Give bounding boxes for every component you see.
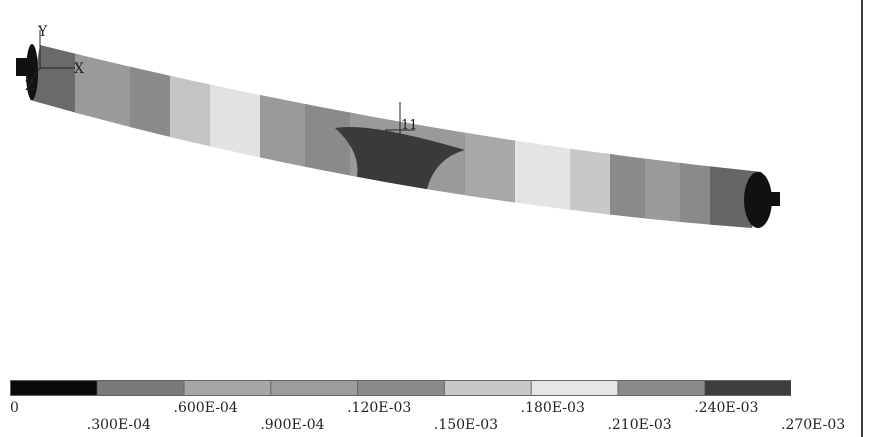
legend-label: .270E-03: [781, 417, 845, 433]
legend-swatch: [618, 381, 704, 395]
legend-label: .240E-03: [694, 400, 758, 416]
legend-swatch: [11, 381, 97, 395]
beam-end: [744, 172, 772, 228]
legend-swatch: [98, 381, 184, 395]
node-label: 11: [401, 118, 418, 133]
legend-swatch: [185, 381, 271, 395]
legend-label: .900E-04: [260, 417, 324, 433]
beam: [20, 0, 770, 300]
legend-label: 0: [10, 400, 19, 416]
triad-z: Z: [25, 78, 35, 94]
legend-swatch: [445, 381, 531, 395]
support: [770, 192, 780, 206]
triad-y: Y: [37, 24, 48, 40]
legend-label: .600E-04: [174, 400, 238, 416]
legend-label: .150E-03: [434, 417, 498, 433]
support: [16, 58, 30, 76]
legend-swatch: [705, 381, 791, 395]
legend-label: .180E-03: [521, 400, 585, 416]
contour-plot: Y X Z 11 0 .300E-04 .600E-04 .900E-04 .120E-…: [0, 0, 878, 437]
legend-swatch: [271, 381, 357, 395]
triad-x: X: [74, 61, 84, 77]
legend-swatch: [532, 381, 618, 395]
legend-label: .300E-04: [87, 417, 151, 433]
legend-label: .210E-03: [607, 417, 671, 433]
legend-swatch: [358, 381, 444, 395]
legend: 0 .300E-04 .600E-04 .900E-04 .120E-03 .150E-0…: [10, 380, 845, 433]
legend-label: .120E-03: [347, 400, 411, 416]
